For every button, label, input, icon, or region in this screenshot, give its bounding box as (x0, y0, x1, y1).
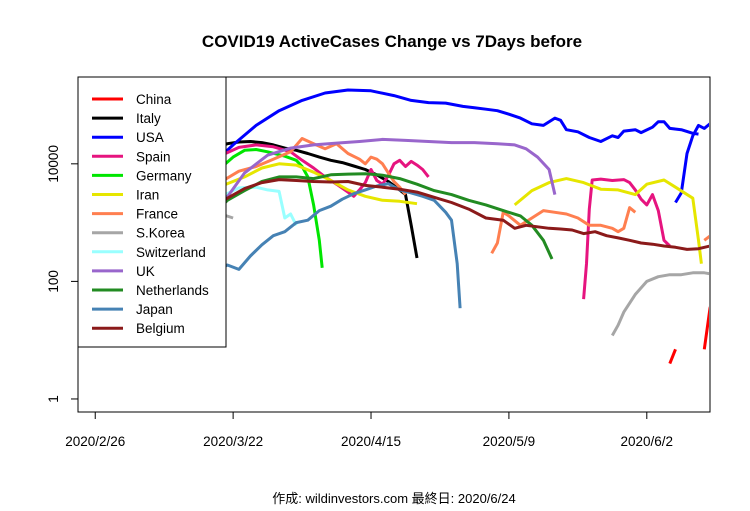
legend-item-belgium: Belgium (92, 321, 185, 336)
legend-label: Iran (136, 188, 159, 203)
legend-label: France (136, 207, 178, 222)
legend-label: Japan (136, 302, 173, 317)
series-line-france (703, 234, 709, 242)
legend-item-switzerland: Switzerland (92, 245, 206, 260)
x-axis: 2020/2/26 2020/3/22 2020/4/15 2020/5/9 2020/… (65, 411, 674, 449)
legend-label: Netherlands (136, 283, 209, 298)
series-line-france (490, 206, 637, 255)
chart-caption: 作成: wildinvestors.com 最終日: 2020/6/24 (272, 491, 515, 506)
legend-label: China (136, 92, 172, 107)
series-line-usa (674, 122, 709, 204)
x-tick-label: 2020/2/26 (65, 434, 125, 449)
legend-label: Belgium (136, 321, 185, 336)
legend-label: S.Korea (136, 226, 185, 241)
series-china (668, 306, 709, 365)
series-line-china (668, 348, 677, 365)
series-japan (163, 182, 462, 309)
series-line-usa (139, 88, 699, 265)
legend-item-italy: Italy (92, 111, 161, 126)
series-line-belgium (209, 178, 709, 251)
legend-item-usa: USA (92, 130, 164, 145)
legend-item-china: China (92, 92, 172, 107)
series-uk (197, 137, 557, 247)
legend-label: USA (136, 130, 164, 145)
series-line-s-korea (610, 271, 709, 337)
x-tick-label: 2020/6/2 (621, 434, 674, 449)
x-tick-label: 2020/5/9 (483, 434, 536, 449)
legend-item-uk: UK (92, 264, 155, 279)
legend-box (77, 76, 227, 348)
legend-label: Spain (136, 149, 171, 164)
legend-item-germany: Germany (92, 168, 192, 183)
series-line-switzerland (716, 284, 750, 322)
legend-item-iran: Iran (92, 188, 159, 203)
y-tick-label: 10000 (46, 145, 61, 183)
series-line-germany (739, 212, 750, 253)
y-axis: 1 100 10000 (46, 145, 79, 403)
legend-label: Italy (136, 111, 161, 126)
series-line-uk (197, 137, 557, 247)
legend: China Italy USA Spain Germany Iran France S.Kor… (77, 76, 227, 348)
x-tick-label: 2020/4/15 (341, 434, 401, 449)
legend-item-france: France (92, 207, 178, 222)
chart-title: COVID19 ActiveCases Change vs 7Days befo… (202, 32, 582, 51)
series-line-china (702, 306, 709, 350)
legend-item-japan: Japan (92, 302, 173, 317)
y-tick-label: 100 (46, 270, 61, 293)
legend-label: Switzerland (136, 245, 206, 260)
legend-item-spain: Spain (92, 149, 171, 164)
legend-item-netherlands: Netherlands (92, 283, 209, 298)
y-tick-label: 1 (46, 395, 61, 403)
series-line-spain (582, 177, 671, 300)
series-line-japan (163, 182, 462, 309)
series-line-iran (513, 177, 703, 264)
legend-item-s-korea: S.Korea (92, 226, 185, 241)
legend-label: UK (136, 264, 155, 279)
legend-label: Germany (136, 168, 192, 183)
series-usa (139, 88, 709, 265)
series-line-iran (727, 205, 750, 253)
series-belgium (209, 178, 709, 251)
x-tick-label: 2020/3/22 (203, 434, 263, 449)
